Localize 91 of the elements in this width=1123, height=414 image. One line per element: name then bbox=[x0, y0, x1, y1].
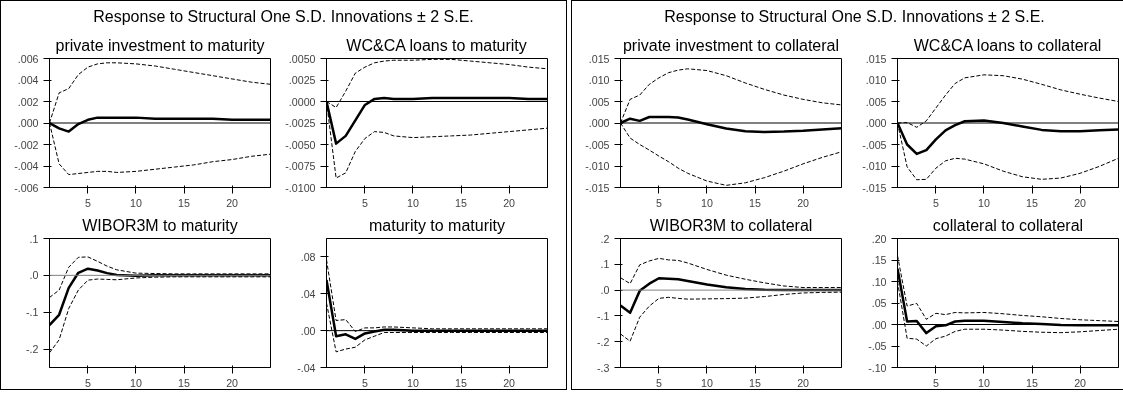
x-tick-label: 20 bbox=[1074, 376, 1087, 389]
y-tick-label: .10 bbox=[871, 275, 887, 288]
y-tick-label: .00 bbox=[300, 324, 316, 337]
y-tick-label: -.002 bbox=[14, 138, 39, 151]
y-tick-label: -.015 bbox=[862, 181, 887, 194]
chart-title: private investment to maturity bbox=[55, 36, 265, 54]
x-tick-label: 10 bbox=[407, 376, 419, 389]
y-tick-label: .005 bbox=[865, 95, 887, 108]
y-tick-label: -.2 bbox=[597, 335, 610, 348]
y-tick-label: -.010 bbox=[585, 160, 610, 172]
x-tick-label: 5 bbox=[361, 376, 368, 389]
chart-title: maturity to maturity bbox=[368, 216, 506, 234]
y-tick-label: .0 bbox=[600, 284, 610, 297]
y-tick-label: .0000 bbox=[288, 95, 316, 108]
y-tick-label: .05 bbox=[871, 297, 887, 309]
x-tick-label: 10 bbox=[130, 376, 142, 389]
x-tick-label: 15 bbox=[749, 376, 762, 389]
x-tick-label: 10 bbox=[701, 196, 713, 209]
x-tick-label: 20 bbox=[226, 376, 239, 389]
x-tick-label: 20 bbox=[226, 196, 239, 209]
y-tick-label: -.1 bbox=[26, 306, 39, 319]
y-tick-label: -.010 bbox=[862, 160, 887, 172]
x-tick-label: 5 bbox=[84, 196, 91, 209]
y-tick-label: -.0025 bbox=[285, 117, 316, 129]
y-tick-label: .1 bbox=[600, 258, 610, 271]
y-tick-label: .010 bbox=[588, 74, 610, 86]
y-tick-label: .0050 bbox=[288, 52, 316, 65]
x-tick-label: 15 bbox=[1026, 376, 1039, 389]
chart-title: WC&CA loans to collateral bbox=[913, 36, 1102, 54]
x-tick-label: 10 bbox=[978, 376, 990, 389]
x-tick-label: 5 bbox=[932, 196, 939, 209]
chart-title: WC&CA loans to maturity bbox=[346, 36, 527, 54]
x-tick-label: 15 bbox=[749, 196, 762, 209]
y-tick-label: .15 bbox=[871, 254, 887, 266]
x-tick-label: 20 bbox=[797, 196, 810, 209]
y-tick-label: .000 bbox=[865, 117, 887, 129]
x-tick-label: 15 bbox=[455, 196, 468, 209]
y-tick-label: -.005 bbox=[862, 138, 887, 151]
y-tick-label: -.1 bbox=[597, 309, 610, 322]
x-tick-label: 15 bbox=[178, 376, 191, 389]
y-tick-label: .1 bbox=[29, 232, 39, 245]
y-tick-label: .20 bbox=[871, 232, 887, 245]
x-tick-label: 5 bbox=[655, 196, 662, 209]
y-tick-label: .0025 bbox=[288, 74, 316, 86]
y-tick-label: -.0100 bbox=[285, 181, 316, 194]
y-tick-label: .015 bbox=[588, 52, 610, 65]
y-tick-label: -.015 bbox=[585, 181, 610, 194]
y-tick-label: -.0075 bbox=[285, 160, 316, 172]
x-tick-label: 20 bbox=[503, 196, 516, 209]
y-tick-label: .2 bbox=[600, 232, 610, 245]
y-tick-label: -.006 bbox=[14, 181, 39, 194]
x-tick-label: 20 bbox=[1074, 196, 1087, 209]
y-tick-label: -.10 bbox=[868, 361, 887, 374]
y-tick-label: .006 bbox=[17, 52, 39, 65]
text: Response to Structural One S.D. Innovations ± 2 S.E. bbox=[664, 7, 1045, 27]
x-tick-label: 15 bbox=[455, 376, 468, 389]
y-tick-label: -.005 bbox=[585, 138, 610, 151]
x-tick-label: 5 bbox=[84, 376, 91, 389]
chart-title: collateral to collateral bbox=[932, 216, 1084, 234]
y-tick-label: .0 bbox=[29, 269, 39, 282]
y-tick-label: .000 bbox=[17, 117, 39, 129]
y-tick-label: .005 bbox=[588, 95, 610, 108]
x-tick-label: 5 bbox=[361, 196, 368, 209]
chart-title: private investment to collateral bbox=[622, 36, 840, 54]
x-tick-label: 10 bbox=[978, 196, 990, 209]
y-tick-label: .000 bbox=[588, 117, 610, 129]
y-tick-label: -.004 bbox=[14, 160, 39, 172]
x-tick-label: 15 bbox=[1026, 196, 1039, 209]
x-tick-label: 20 bbox=[797, 376, 810, 389]
y-tick-label: .015 bbox=[865, 52, 887, 65]
y-tick-label: -.2 bbox=[26, 343, 39, 356]
y-tick-label: .010 bbox=[865, 74, 887, 86]
chart-title: WIBOR3M to collateral bbox=[649, 216, 813, 234]
y-tick-label: -.04 bbox=[297, 361, 316, 374]
y-tick-label: .08 bbox=[300, 250, 316, 263]
y-tick-label: -.05 bbox=[868, 340, 887, 352]
chart-title: WIBOR3M to maturity bbox=[82, 216, 238, 234]
y-tick-label: -.0050 bbox=[285, 138, 316, 151]
x-tick-label: 5 bbox=[655, 376, 662, 389]
x-tick-label: 10 bbox=[701, 376, 713, 389]
y-tick-label: .002 bbox=[17, 95, 39, 108]
x-tick-label: 10 bbox=[407, 196, 419, 209]
y-tick-label: -.3 bbox=[597, 361, 610, 374]
text: Response to Structural One S.D. Innovations ± 2 S.E. bbox=[93, 7, 474, 27]
x-tick-label: 20 bbox=[503, 376, 516, 389]
x-tick-label: 5 bbox=[932, 376, 939, 389]
y-tick-label: .04 bbox=[300, 287, 316, 300]
x-tick-label: 15 bbox=[178, 196, 191, 209]
x-tick-label: 10 bbox=[130, 196, 142, 209]
y-tick-label: .00 bbox=[871, 318, 887, 331]
y-tick-label: .004 bbox=[17, 74, 39, 86]
